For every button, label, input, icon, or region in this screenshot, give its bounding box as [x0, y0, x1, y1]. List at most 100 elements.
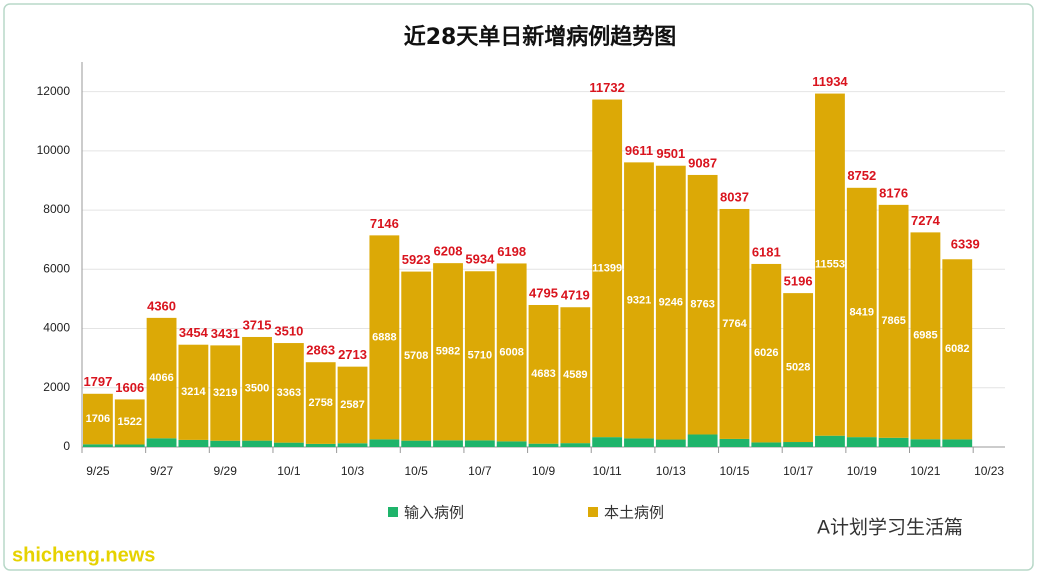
- total-label: 3454: [179, 325, 209, 340]
- bar-segment: [273, 343, 304, 443]
- bar-value-label: 9246: [659, 297, 683, 309]
- x-tick-label: 10/3: [341, 464, 365, 478]
- bar-value-label: 2758: [308, 397, 332, 409]
- total-label: 9501: [656, 146, 685, 161]
- x-tick-label: 10/13: [656, 464, 686, 478]
- total-label: 4360: [147, 298, 176, 313]
- bar-segment: [210, 440, 241, 447]
- x-tick-label: 10/9: [532, 464, 556, 478]
- bar-segment: [464, 440, 495, 447]
- bar-value-label: 7865: [881, 315, 905, 327]
- bar-segment: [433, 440, 463, 447]
- bar-segment: [337, 443, 368, 447]
- bar-segment: [687, 434, 718, 447]
- bar-segment: [687, 174, 718, 435]
- bar-segment: [751, 442, 782, 447]
- total-label: 11934: [812, 74, 848, 89]
- y-tick-label: 12000: [37, 84, 71, 98]
- total-label: 8176: [879, 185, 908, 200]
- bar-segment: [305, 362, 336, 444]
- bar-segment: [783, 293, 814, 443]
- bar-segment: [242, 440, 272, 447]
- total-label: 8752: [847, 168, 876, 183]
- y-tick-label: 6000: [43, 261, 70, 275]
- total-label: 2863: [306, 343, 335, 358]
- total-label: 9611: [625, 143, 653, 158]
- bar-segment: [528, 443, 559, 447]
- bar-value-label: 6082: [945, 343, 969, 355]
- bar-segment: [83, 393, 113, 445]
- bar-segment: [624, 438, 654, 447]
- y-tick-label: 2000: [43, 380, 70, 394]
- bar-segment: [783, 442, 814, 447]
- watermark: A计划学习生活篇: [817, 517, 963, 539]
- bar-segment: [815, 435, 845, 447]
- total-label: 5923: [402, 252, 431, 267]
- bar-segment: [401, 440, 432, 447]
- bar-segment: [401, 271, 432, 441]
- bar-segment: [178, 439, 209, 447]
- bar-segment: [433, 263, 463, 441]
- bar-value-label: 5710: [468, 350, 492, 362]
- bar-segment: [464, 271, 495, 441]
- chart-title: 近28天单日新增病例趋势图: [404, 24, 677, 50]
- bar-value-label: 4589: [563, 369, 587, 381]
- x-tick-label: 10/19: [847, 464, 877, 478]
- bar-segment: [305, 443, 336, 447]
- x-tick-label: 10/17: [783, 464, 813, 478]
- total-label: 6339: [951, 237, 980, 252]
- bar-segment: [114, 399, 145, 445]
- bar-segment: [655, 439, 686, 447]
- bar-value-label: 11399: [592, 262, 622, 274]
- bar-value-label: 6888: [372, 331, 396, 343]
- bar-value-label: 5028: [786, 361, 810, 373]
- bar-value-label: 8763: [690, 299, 714, 311]
- bar-value-label: 6008: [499, 346, 523, 358]
- bar-segment: [114, 444, 145, 447]
- y-tick-label: 0: [63, 439, 70, 453]
- bar-value-label: 1522: [117, 416, 141, 428]
- bar-segment: [751, 263, 782, 443]
- bar-segment: [592, 437, 623, 447]
- bar-value-label: 6026: [754, 347, 778, 359]
- total-label: 11732: [589, 80, 624, 95]
- total-label: 8037: [720, 189, 749, 204]
- bar-segment: [496, 441, 527, 447]
- frame: [3, 3, 1034, 571]
- bar-segment: [910, 439, 941, 447]
- legend-swatch: [388, 507, 398, 517]
- x-tick-label: 10/23: [974, 464, 1004, 478]
- y-tick-label: 4000: [43, 321, 70, 335]
- total-label: 5196: [784, 274, 813, 289]
- bar-value-label: 6985: [913, 330, 937, 342]
- total-label: 1606: [115, 380, 144, 395]
- y-tick-label: 8000: [43, 202, 70, 216]
- x-tick-label: 10/1: [277, 464, 301, 478]
- bar-segment: [178, 344, 209, 440]
- bar-value-label: 1706: [86, 413, 110, 425]
- bar-value-label: 2587: [340, 399, 364, 411]
- x-tick-label: 9/27: [150, 464, 174, 478]
- total-label: 3431: [211, 326, 240, 341]
- bar-value-label: 5982: [436, 346, 460, 358]
- bar-segment: [910, 232, 941, 440]
- bar-segment: [624, 162, 654, 439]
- x-tick-label: 9/29: [214, 464, 238, 478]
- bar-segment: [815, 93, 845, 436]
- bar-segment: [242, 336, 272, 441]
- bar-segment: [146, 317, 177, 439]
- bar-segment: [719, 208, 750, 439]
- bar-value-label: 4066: [149, 372, 173, 384]
- total-label: 3510: [274, 323, 303, 338]
- bar-value-label: 3363: [277, 387, 301, 399]
- bar-value-label: 8419: [850, 306, 874, 318]
- legend-swatch: [588, 507, 598, 517]
- legend-label: 输入病例: [404, 504, 464, 522]
- total-label: 7274: [911, 213, 941, 228]
- bar-segment: [878, 437, 909, 447]
- bar-segment: [719, 438, 750, 447]
- x-tick-label: 10/7: [468, 464, 492, 478]
- total-label: 4719: [561, 288, 590, 303]
- legend-label: 本土病例: [604, 504, 664, 522]
